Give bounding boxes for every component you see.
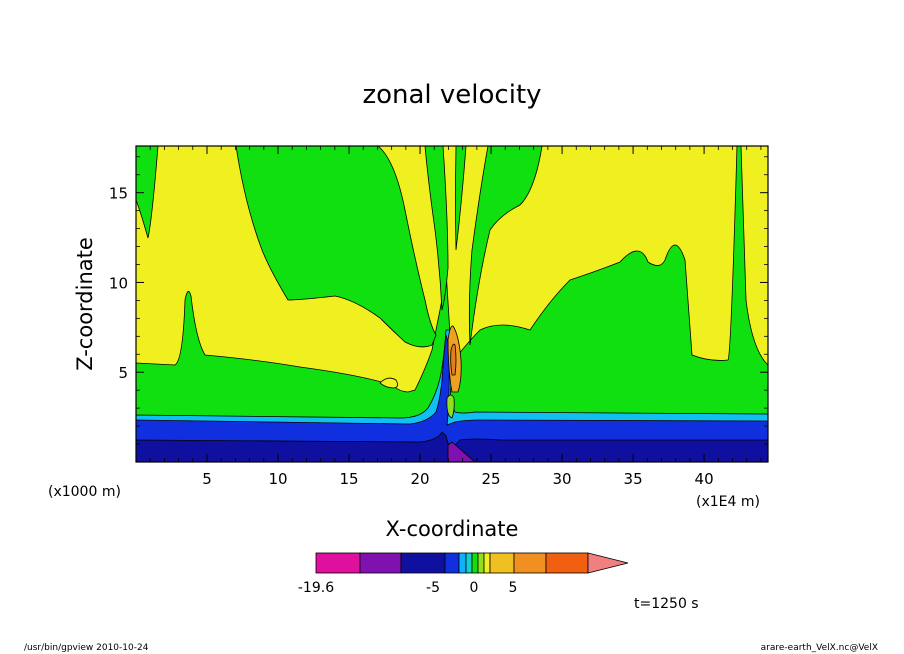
colorbar-segment	[315, 552, 361, 574]
colorbar-segment	[545, 552, 589, 574]
contour-green-wedge	[468, 146, 543, 346]
y-tick-label: 5	[118, 364, 128, 382]
contour-yellow-island	[379, 377, 398, 389]
colorbar-segment	[477, 552, 485, 574]
contour-green-streamer-left	[136, 146, 159, 239]
time-label: t=1250 s	[634, 596, 699, 612]
colorbar-segment	[471, 552, 479, 574]
plot-area	[135, 145, 769, 463]
colorbar-tick-label: -19.6	[298, 580, 334, 596]
footer-right: arare-earth_VelX.nc@VelX	[761, 643, 878, 653]
contour-small-eddy	[446, 394, 455, 419]
colorbar-segment	[444, 552, 460, 574]
axis-ticks	[136, 146, 768, 462]
contour-green-region	[136, 146, 768, 462]
contour-purple-mountain	[447, 441, 476, 462]
x-tick-label: 40	[695, 470, 714, 488]
x-tick-label: 35	[624, 470, 643, 488]
x-axis-label: X-coordinate	[386, 517, 519, 541]
y-tick-label: 15	[109, 185, 128, 203]
colorbar-tick-label: 0	[470, 580, 479, 596]
x-tick-label: 30	[553, 470, 572, 488]
x-tick-label: 10	[268, 470, 287, 488]
contour-dark-blue-layer	[136, 431, 768, 462]
colorbar-tick-labels: -19.6 -5 0 5	[298, 580, 518, 596]
colorbar	[315, 552, 629, 574]
colorbar-segment	[513, 552, 547, 574]
colorbar-segment	[359, 552, 402, 574]
x-multiplier-label: (x1E4 m)	[696, 494, 760, 510]
contour-fill	[136, 146, 768, 462]
colorbar-segment	[458, 552, 467, 574]
x-tick-label: 15	[339, 470, 358, 488]
colorbar-segment	[400, 552, 446, 574]
contour-green-streamer-right	[455, 146, 467, 251]
y-axis-label: Z-coordinate	[73, 237, 97, 371]
colorbar-tick-label: 5	[509, 580, 518, 596]
colorbar-segment	[465, 552, 473, 574]
contour-green-upper-blob	[235, 146, 437, 348]
colorbar-arrow	[587, 552, 629, 574]
x-tick-label: 20	[410, 470, 429, 488]
contour-orange-core	[450, 343, 457, 376]
x-tick-label: 25	[482, 470, 501, 488]
colorbar-segment	[489, 552, 515, 574]
contour-blue-layer	[136, 334, 768, 462]
chart-title: zonal velocity	[362, 80, 541, 110]
x-tick-label: 5	[202, 470, 212, 488]
colorbar-tick-label: -5	[426, 580, 440, 596]
y-tick-label: 10	[109, 274, 128, 292]
colorbar-segment	[483, 552, 491, 574]
plot-frame	[135, 145, 769, 463]
contour-green-streamer-center	[424, 146, 449, 311]
footer-left: /usr/bin/gpview 2010-10-24	[24, 643, 149, 653]
x-unit-label: (x1000 m)	[48, 484, 121, 500]
